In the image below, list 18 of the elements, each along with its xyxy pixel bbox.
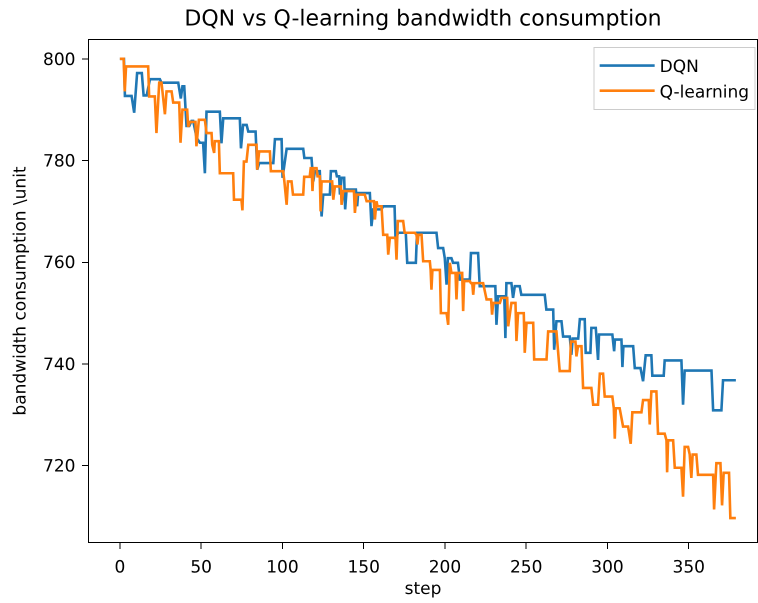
chart-title: DQN vs Q-learning bandwidth consumption	[184, 6, 662, 32]
y-axis-title: bandwidth consumption \unit	[10, 166, 31, 416]
x-axis-title: step	[404, 578, 442, 599]
x-tick-label: 250	[510, 558, 542, 578]
y-tick-label: 760	[43, 253, 76, 274]
y-tick-label: 740	[43, 354, 76, 375]
x-tick-label: 150	[347, 558, 380, 578]
legend-label: Q-learning	[660, 82, 750, 102]
y-tick-label: 720	[43, 456, 76, 477]
x-tick-label: 350	[672, 558, 705, 578]
legend-label: DQN	[660, 57, 699, 78]
x-tick-label: 200	[428, 558, 462, 578]
x-tick-label: 50	[190, 558, 212, 578]
x-tick-label: 300	[591, 558, 624, 578]
x-tick-label: 0	[114, 558, 126, 578]
y-tick-label: 780	[43, 151, 76, 172]
x-tick-label: 100	[266, 558, 299, 578]
y-tick-label: 800	[43, 50, 76, 70]
